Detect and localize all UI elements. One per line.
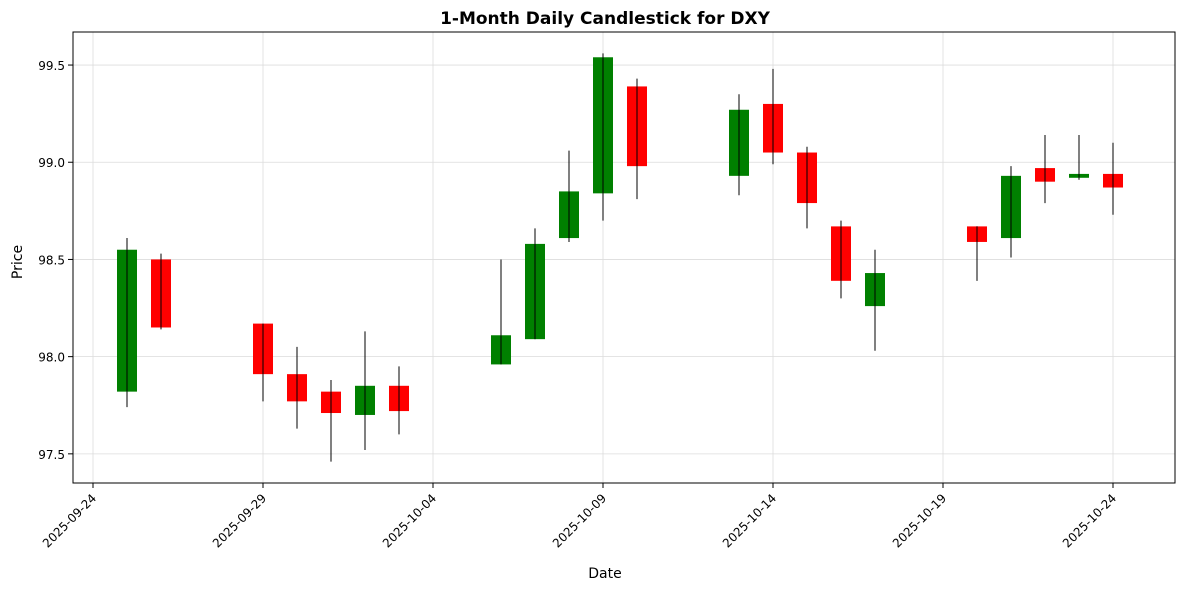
y-tick-label: 98.5 bbox=[38, 253, 65, 267]
candle-down bbox=[627, 78, 647, 200]
candle-layer bbox=[117, 53, 1123, 462]
axis-layer: 97.5 98.0 98.5 99.0 99.5 2025-09-24 2025-09-29… bbox=[38, 59, 1119, 550]
y-tick-label: 99.0 bbox=[38, 156, 65, 170]
candle-down bbox=[287, 346, 307, 429]
y-tick-label: 97.5 bbox=[38, 448, 65, 462]
candle-up bbox=[1001, 166, 1021, 258]
grid-layer bbox=[73, 32, 1175, 483]
x-tick-label: 2025-10-14 bbox=[720, 491, 779, 550]
candle-up bbox=[491, 259, 511, 365]
candle-down bbox=[797, 146, 817, 229]
chart-title: 1-Month Daily Candlestick for DXY bbox=[440, 9, 771, 29]
x-tick-label: 2025-10-09 bbox=[550, 491, 609, 550]
x-tick-label: 2025-10-19 bbox=[890, 491, 949, 550]
candle-up bbox=[1069, 135, 1089, 180]
candle-down bbox=[151, 253, 171, 330]
candle-down bbox=[831, 220, 851, 299]
candle-down bbox=[1103, 142, 1123, 215]
y-axis-label: Price bbox=[10, 245, 26, 279]
candle-up bbox=[729, 94, 749, 196]
candle-down bbox=[967, 226, 987, 281]
x-tick-label: 2025-10-04 bbox=[380, 491, 439, 550]
candle-up bbox=[865, 249, 885, 351]
plot-frame bbox=[72, 31, 1176, 484]
x-tick-label: 2025-09-29 bbox=[210, 491, 269, 550]
y-tick-label: 99.5 bbox=[38, 59, 65, 73]
candle-down bbox=[253, 323, 273, 402]
candle-down bbox=[1035, 135, 1055, 204]
candle-up bbox=[559, 150, 579, 242]
candle-down bbox=[321, 379, 341, 462]
candle-up bbox=[593, 53, 613, 221]
candle-down bbox=[763, 68, 783, 165]
candle-up bbox=[355, 331, 375, 450]
x-tick-label: 2025-10-24 bbox=[1060, 491, 1119, 550]
y-tick-label: 98.0 bbox=[38, 351, 65, 365]
x-axis-label: Date bbox=[588, 566, 621, 582]
x-tick-label: 2025-09-24 bbox=[40, 491, 99, 550]
candle-up bbox=[525, 228, 545, 340]
candle-down bbox=[389, 366, 409, 435]
candle-up bbox=[117, 238, 137, 408]
